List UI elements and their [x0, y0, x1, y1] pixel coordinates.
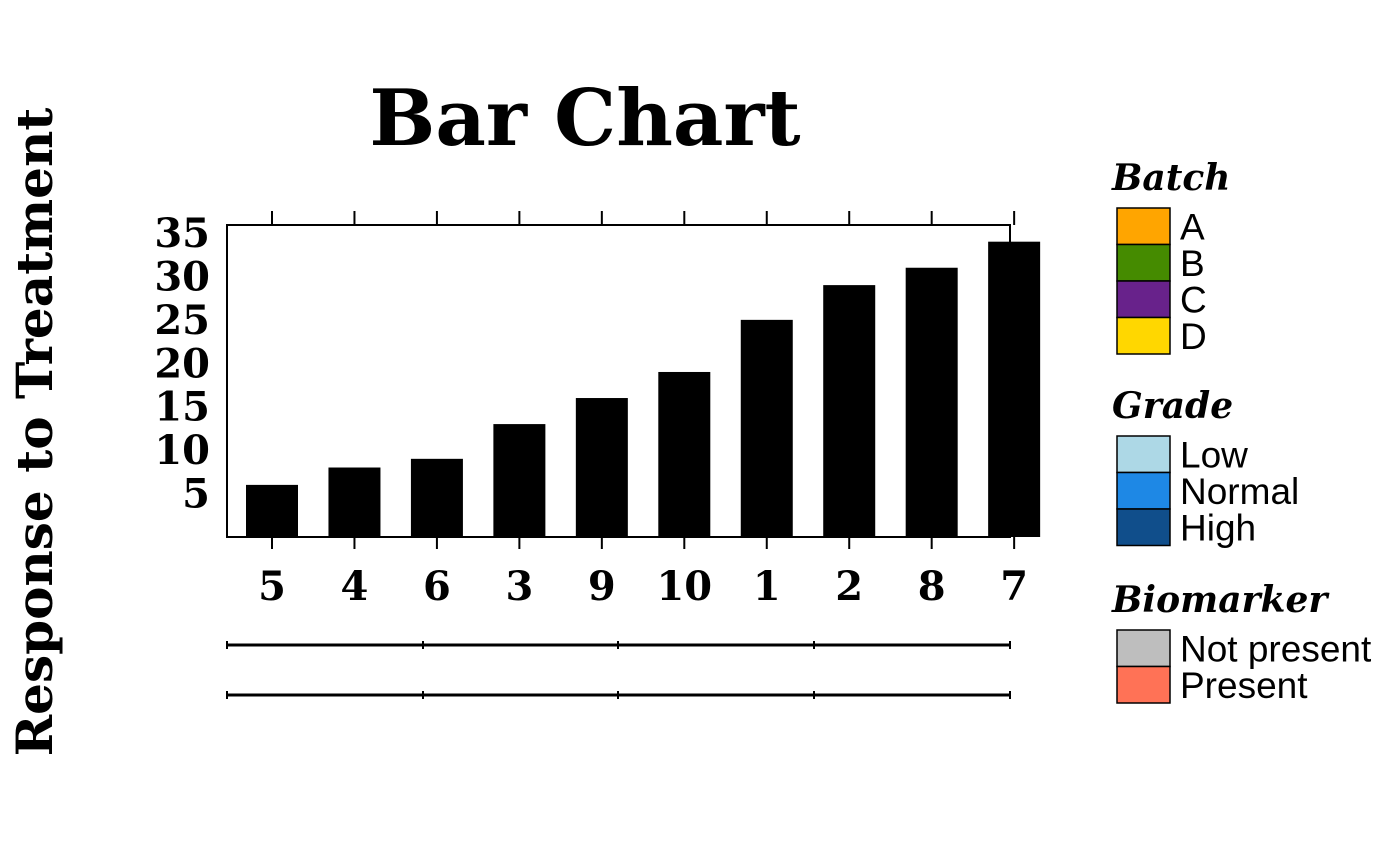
legend-label: B [1180, 243, 1205, 284]
legend-label: Normal [1180, 471, 1299, 512]
bar [246, 484, 298, 537]
bars-group [246, 241, 1041, 537]
legend-label: C [1180, 280, 1207, 321]
y-tick-label: 30 [154, 253, 210, 300]
legend-swatch [1116, 508, 1171, 547]
bar [988, 241, 1041, 537]
bar [493, 424, 546, 537]
x-tick-labels: 5 4 6 3 9 10 1 2 8 7 [258, 537, 1028, 610]
x-tick-label: 8 [918, 563, 946, 610]
legend-title: Batch [1111, 157, 1230, 199]
legend-swatch [1116, 316, 1171, 355]
y-tick-label: 5 [182, 471, 210, 518]
chart-title: Bar Chart [369, 73, 800, 164]
y-tick-label: 35 [154, 210, 210, 257]
bar [328, 467, 381, 537]
y-tick-label: 20 [154, 340, 210, 387]
bar [410, 458, 463, 537]
x-tick-label: 7 [1000, 563, 1028, 610]
legend-label: D [1180, 316, 1207, 357]
x-tick-label: 1 [753, 563, 781, 610]
legend-title: Grade [1112, 385, 1233, 427]
y-tick-label: 25 [154, 297, 210, 344]
y-axis-label: Response to Treatment [5, 108, 64, 757]
x-tick-label: 5 [258, 563, 286, 610]
y-tick-label: 15 [154, 384, 210, 431]
bar [658, 371, 711, 537]
bar [905, 267, 958, 537]
top-ticks [271, 211, 1016, 225]
covariate-rows [226, 641, 1011, 699]
x-tick-label: 10 [656, 563, 712, 610]
legend-swatch [1116, 665, 1171, 704]
x-tick-label: 6 [423, 563, 451, 610]
x-tick-label: 4 [341, 563, 369, 610]
bar [823, 285, 876, 537]
bar [740, 319, 793, 537]
legend-label: High [1180, 508, 1256, 549]
legend-swatch [1116, 243, 1171, 282]
legend-swatch [1116, 280, 1171, 319]
legend-swatch [1116, 435, 1171, 474]
bar [575, 398, 628, 537]
legend-label: Present [1180, 665, 1308, 706]
x-tick-label: 3 [505, 563, 533, 610]
legend-label: Not present [1180, 629, 1372, 670]
y-tick-label: 10 [154, 427, 210, 474]
x-tick-label: 9 [588, 563, 616, 610]
legend-swatch [1116, 207, 1171, 246]
legend-swatch [1116, 629, 1171, 668]
legend-label: Low [1180, 435, 1248, 476]
legend-title: Biomarker [1111, 579, 1330, 621]
x-tick-label: 2 [835, 563, 863, 610]
legend-swatch [1116, 471, 1171, 510]
legend-label: A [1180, 207, 1205, 248]
